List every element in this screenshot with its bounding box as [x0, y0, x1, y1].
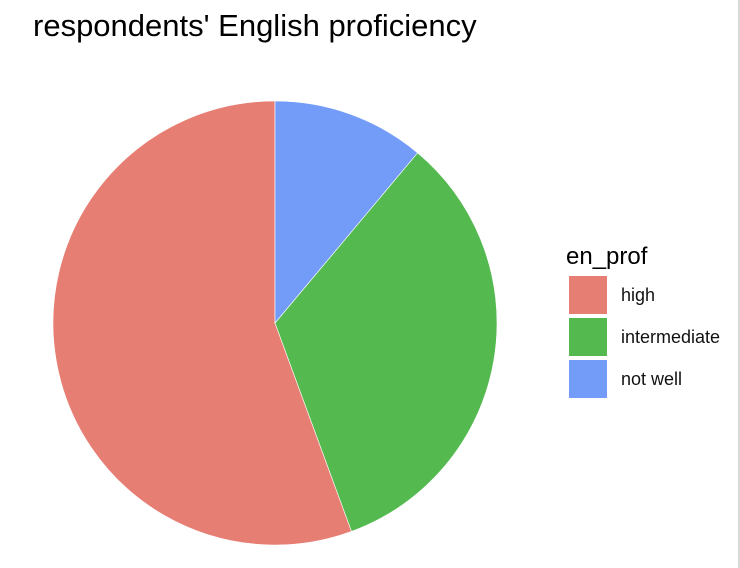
pie-slice-intermediate: [274, 152, 498, 532]
pie-slice-not-well: [274, 100, 419, 324]
legend-title: en_prof: [566, 243, 648, 270]
legend-item-not-well: not well: [566, 358, 738, 400]
chart-title: respondents' English proficiency: [33, 8, 477, 43]
legend: en_prof high intermediate not well: [566, 240, 738, 400]
legend-key-intermediate: [569, 318, 607, 356]
pie-slice-high: [52, 100, 352, 546]
panel-edge: [738, 0, 740, 568]
legend-label-high: high: [621, 284, 656, 305]
legend-label-intermediate: intermediate: [621, 326, 721, 347]
legend-item-high: high: [566, 274, 738, 316]
legend-key-high: [569, 276, 607, 314]
legend-key-not-well: [569, 360, 607, 398]
legend-label-not-well: not well: [621, 368, 683, 389]
legend-item-intermediate: intermediate: [566, 316, 738, 358]
